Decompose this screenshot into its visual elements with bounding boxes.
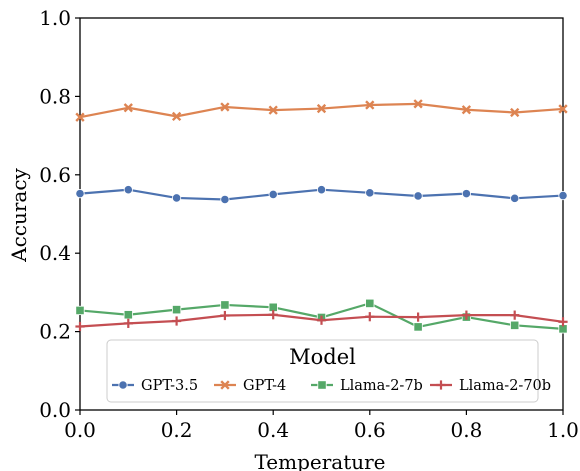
- data-point-gpt-4: [220, 102, 230, 112]
- marker-stroke: [268, 105, 278, 115]
- x-tick-label: 0.8: [450, 418, 482, 442]
- data-point-gpt-3-5: [220, 194, 230, 205]
- axes: 0.0 0.2 0.4 0.6 0.8 1.0 0.0 0.2 0.4 0.6 0.8 1.0: [39, 6, 579, 442]
- data-point-llama-2-70b: [172, 316, 182, 326]
- legend-label: GPT-3.5: [141, 378, 198, 394]
- data-point-llama-2-7b: [510, 320, 520, 330]
- x-tick-label: 0.6: [354, 418, 386, 442]
- data-point-llama-2-70b: [413, 312, 423, 322]
- marker-stroke: [220, 380, 230, 390]
- legend-label: Llama-2-7b: [340, 378, 423, 394]
- data-point-llama-2-7b: [365, 298, 375, 308]
- data-point-gpt-3-5: [268, 189, 278, 199]
- data-point-gpt-3-5: [558, 190, 568, 201]
- marker-stroke: [75, 112, 85, 122]
- legend-label: Llama-2-70b: [459, 378, 551, 394]
- data-point-llama-2-70b: [75, 321, 85, 332]
- legend: Model GPT-3.5 GPT-4 Llama-2-7b Llama-2-70b: [106, 339, 551, 403]
- legend-marker: [436, 380, 446, 390]
- data-point-llama-2-7b: [220, 300, 230, 310]
- x-tick-label: 0.2: [161, 418, 193, 442]
- data-point-gpt-4: [75, 112, 85, 122]
- data-point-gpt-3-5: [172, 193, 182, 203]
- data-point-gpt-3-5: [75, 189, 85, 199]
- marker-stroke: [316, 103, 327, 114]
- data-point-llama-2-70b: [558, 317, 568, 327]
- y-tick-label: 1.0: [39, 6, 71, 30]
- series-layer: [75, 99, 568, 334]
- data-point-gpt-4: [123, 103, 133, 113]
- legend-entry-gpt-3-5: GPT-3.5: [112, 378, 198, 394]
- series-gpt-4: [75, 99, 568, 122]
- legend-marker: [317, 380, 327, 390]
- series-gpt-3-5: [75, 185, 568, 205]
- data-point-llama-2-70b: [316, 315, 327, 325]
- x-axis-label: Temperature: [254, 450, 385, 471]
- legend-marker: [220, 380, 230, 390]
- data-point-llama-2-70b: [123, 318, 133, 328]
- y-tick-label: 0.8: [39, 84, 71, 108]
- marker-stroke: [413, 99, 423, 109]
- y-axis-label: Accuracy: [7, 167, 31, 262]
- data-point-gpt-4: [365, 100, 375, 110]
- data-point-gpt-4: [461, 105, 472, 115]
- y-tick-label: 0.0: [39, 398, 71, 422]
- data-point-gpt-3-5: [365, 188, 375, 198]
- legend-title: Model: [289, 345, 356, 369]
- legend-entry-gpt-4: GPT-4: [214, 378, 286, 394]
- legend-box: [106, 339, 539, 403]
- data-point-gpt-3-5: [316, 185, 327, 195]
- marker-stroke: [461, 105, 472, 115]
- y-tick-label: 0.4: [39, 241, 71, 265]
- data-point-llama-2-7b: [413, 322, 423, 332]
- x-tick-label: 0.0: [64, 418, 96, 442]
- data-point-llama-2-70b: [220, 310, 230, 321]
- data-point-gpt-3-5: [413, 191, 423, 201]
- legend-entry-llama-2-70b: Llama-2-70b: [430, 378, 551, 394]
- data-point-gpt-4: [510, 107, 520, 118]
- marker-stroke: [365, 100, 375, 110]
- data-point-llama-2-70b: [365, 312, 375, 322]
- series-llama-2-70b: [75, 310, 568, 332]
- data-point-llama-2-70b: [510, 310, 520, 320]
- data-point-gpt-4: [413, 99, 423, 109]
- data-point-gpt-4: [558, 104, 568, 114]
- legend-label: GPT-4: [243, 378, 286, 394]
- marker-stroke: [220, 102, 230, 112]
- x-tick-label: 1.0: [547, 418, 579, 442]
- data-point-gpt-3-5: [510, 193, 520, 203]
- series-line-gpt-4: [79, 102, 564, 119]
- legend-marker: [118, 380, 128, 390]
- marker-stroke: [558, 104, 568, 114]
- data-point-llama-2-70b: [461, 310, 471, 320]
- data-point-gpt-3-5: [461, 189, 471, 199]
- y-tick-label: 0.6: [39, 163, 71, 187]
- data-point-llama-2-70b: [268, 310, 278, 320]
- data-point-llama-2-7b: [123, 310, 133, 320]
- data-point-gpt-3-5: [123, 185, 133, 195]
- data-point-gpt-4: [316, 103, 327, 114]
- legend-entry-llama-2-7b: Llama-2-7b: [311, 378, 423, 394]
- data-point-gpt-4: [171, 111, 182, 122]
- data-point-gpt-4: [268, 105, 278, 115]
- x-tick-label: 0.4: [257, 418, 289, 442]
- data-point-llama-2-7b: [171, 305, 182, 315]
- marker-stroke: [123, 103, 133, 113]
- marker-stroke: [510, 107, 520, 118]
- plot-frame: [79, 17, 564, 411]
- marker-stroke: [171, 111, 182, 122]
- y-tick-label: 0.2: [39, 320, 71, 344]
- data-point-llama-2-7b: [75, 305, 85, 316]
